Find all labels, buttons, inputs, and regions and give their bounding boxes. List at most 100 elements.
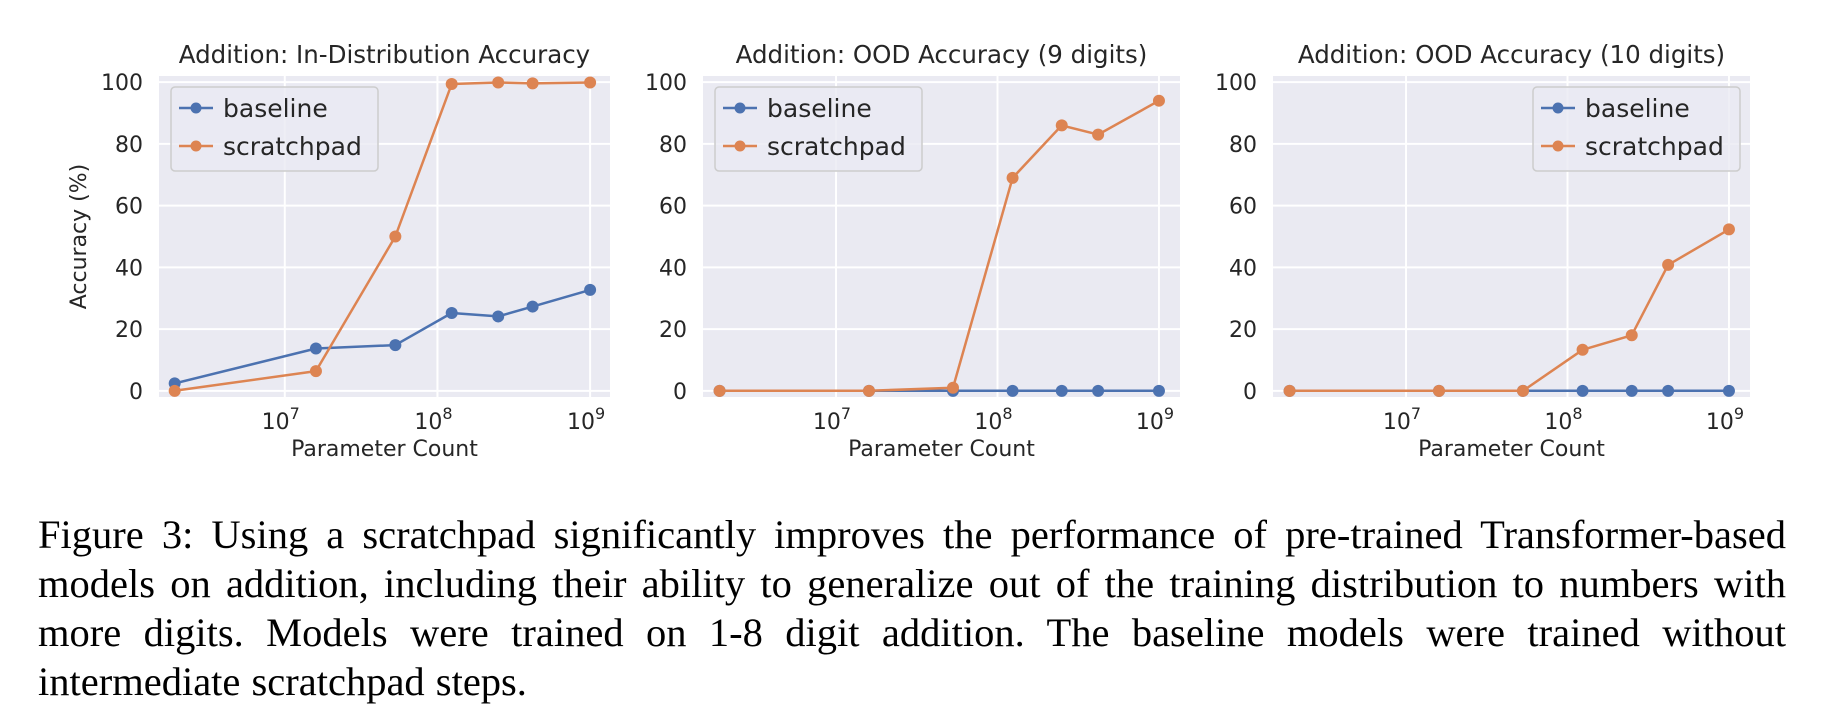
data-point-baseline (1152, 384, 1165, 397)
legend-marker-scratchpad (1552, 140, 1564, 152)
data-point-baseline (1625, 384, 1638, 397)
y-tick-label: 0 (1243, 380, 1257, 405)
data-point-baseline (492, 310, 505, 323)
data-point-scratchpad (526, 77, 539, 90)
data-point-baseline (1055, 384, 1068, 397)
x-tick-label: 108 (974, 404, 1012, 435)
tick-base: 10 (1544, 410, 1572, 435)
data-point-scratchpad (1625, 329, 1638, 342)
legend-label-scratchpad: scratchpad (767, 132, 906, 161)
y-tick-label: 20 (659, 318, 687, 343)
data-point-scratchpad (946, 381, 959, 394)
y-tick-label: 100 (1215, 71, 1257, 96)
x-axis-label: Parameter Count (1418, 437, 1605, 462)
tick-base: 10 (974, 410, 1002, 435)
data-point-baseline (445, 307, 458, 320)
data-point-scratchpad (1092, 128, 1105, 141)
y-axis-label: Accuracy (%) (67, 164, 92, 310)
x-tick-label: 107 (262, 404, 300, 435)
data-point-scratchpad (309, 365, 322, 378)
data-point-scratchpad (862, 384, 875, 397)
x-tick-label: 107 (1383, 404, 1421, 435)
y-tick-label: 40 (115, 256, 143, 281)
legend-label-scratchpad: scratchpad (223, 132, 362, 161)
y-tick-label: 0 (673, 380, 687, 405)
data-point-scratchpad (445, 78, 458, 91)
data-point-scratchpad (1576, 343, 1589, 356)
data-point-baseline (526, 300, 539, 313)
tick-base: 10 (414, 410, 442, 435)
figure-caption: Figure 3: Using a scratchpad significant… (38, 512, 1786, 704)
tick-exponent: 9 (1734, 404, 1744, 423)
y-tick-label: 60 (115, 195, 143, 220)
tick-exponent: 8 (442, 404, 452, 423)
y-tick-label: 60 (1229, 195, 1257, 220)
data-point-scratchpad (1662, 258, 1675, 271)
figure-panels: 0 20 40 60 80 100 107 108 109 Addition: In-Distri… (67, 40, 1750, 462)
x-tick-label: 109 (1706, 404, 1744, 435)
legend-label-baseline: baseline (767, 94, 872, 123)
x-tick-label: 109 (567, 404, 605, 435)
data-point-baseline (309, 342, 322, 355)
legend-marker-scratchpad (734, 140, 746, 152)
tick-exponent: 9 (1164, 404, 1174, 423)
data-point-scratchpad (1432, 384, 1445, 397)
y-tick-label: 20 (1229, 318, 1257, 343)
data-point-scratchpad (168, 384, 181, 397)
legend-marker-baseline (1552, 102, 1564, 114)
tick-exponent: 7 (1411, 404, 1421, 423)
y-tick-label: 20 (115, 318, 143, 343)
data-point-scratchpad (584, 76, 597, 89)
data-point-baseline (1722, 384, 1735, 397)
x-tick-label: 108 (1544, 404, 1582, 435)
data-point-scratchpad (1283, 384, 1296, 397)
tick-base: 10 (813, 410, 841, 435)
tick-exponent: 8 (1572, 404, 1582, 423)
tick-exponent: 8 (1002, 404, 1012, 423)
chart-title: Addition: OOD Accuracy (10 digits) (1298, 40, 1725, 69)
y-tick-label: 100 (101, 71, 143, 96)
y-tick-label: 100 (645, 71, 687, 96)
y-tick-label: 80 (115, 133, 143, 158)
chart-title: Addition: OOD Accuracy (9 digits) (736, 40, 1148, 69)
tick-base: 10 (262, 410, 290, 435)
tick-exponent: 7 (841, 404, 851, 423)
tick-base: 10 (1706, 410, 1734, 435)
y-tick-label: 40 (1229, 256, 1257, 281)
data-point-scratchpad (1152, 94, 1165, 107)
data-point-scratchpad (713, 384, 726, 397)
data-point-scratchpad (1516, 384, 1529, 397)
tick-base: 10 (1136, 410, 1164, 435)
x-tick-label: 107 (813, 404, 851, 435)
data-point-scratchpad (1055, 119, 1068, 132)
legend-box (1532, 86, 1741, 172)
data-point-baseline (1006, 384, 1019, 397)
tick-exponent: 7 (290, 404, 300, 423)
legend-box (714, 86, 923, 172)
y-tick-label: 40 (659, 256, 687, 281)
data-point-scratchpad (389, 230, 402, 243)
x-axis-label: Parameter Count (848, 437, 1035, 462)
tick-base: 10 (1383, 410, 1411, 435)
legend-label-scratchpad: scratchpad (1585, 132, 1724, 161)
chart-title: Addition: In-Distribution Accuracy (179, 40, 590, 69)
legend-marker-baseline (734, 102, 746, 114)
data-point-scratchpad (1722, 223, 1735, 236)
y-tick-label: 60 (659, 195, 687, 220)
tick-base: 10 (567, 410, 595, 435)
data-point-baseline (389, 339, 402, 352)
data-point-baseline (584, 283, 597, 296)
legend-marker-baseline (190, 102, 202, 114)
data-point-scratchpad (1006, 171, 1019, 184)
data-point-baseline (1092, 384, 1105, 397)
y-tick-label: 80 (659, 133, 687, 158)
legend-label-baseline: baseline (1585, 94, 1690, 123)
x-axis-label: Parameter Count (291, 437, 478, 462)
x-tick-label: 109 (1136, 404, 1174, 435)
tick-exponent: 9 (595, 404, 605, 423)
legend-box (170, 86, 379, 172)
